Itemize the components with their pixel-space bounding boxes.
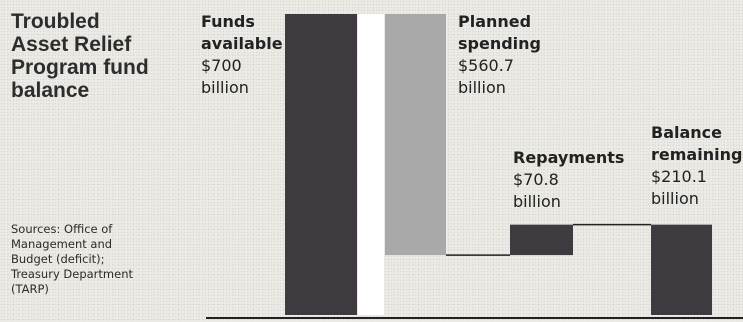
label-line: available — [201, 34, 283, 53]
bar-funds-available — [285, 14, 357, 315]
label-line: billion — [651, 189, 699, 208]
sources-note: Sources: Office of Management and Budget… — [11, 222, 133, 296]
bar-repayments — [510, 224, 573, 256]
label-line: Funds — [201, 12, 255, 31]
label-line: billion — [458, 78, 506, 97]
label-line: Planned — [458, 12, 531, 31]
label-line: $560.7 — [458, 56, 514, 75]
label-balance-remaining: Balance remaining $210.1 billion — [651, 123, 742, 208]
label-funds-available: Funds available $700 billion — [201, 12, 283, 97]
label-line: billion — [201, 78, 249, 97]
label-line: $700 — [201, 56, 242, 75]
label-planned-spending: Planned spending $560.7 billion — [458, 12, 541, 97]
chart-title: Troubled Asset Relief Program fund balan… — [11, 10, 149, 102]
label-line: remaining — [651, 145, 742, 164]
label-line: billion — [513, 192, 561, 211]
label-line: $70.8 — [513, 170, 559, 189]
bar-balance-remaining — [651, 224, 712, 315]
label-line: Balance — [651, 123, 722, 142]
label-line: spending — [458, 34, 541, 53]
bar-planned-spending — [385, 14, 446, 256]
planned-spending-outline — [358, 14, 384, 315]
label-line: Repayments — [513, 148, 624, 167]
label-line: $210.1 — [651, 167, 707, 186]
label-repayments: Repayments $70.8 billion — [513, 148, 624, 211]
